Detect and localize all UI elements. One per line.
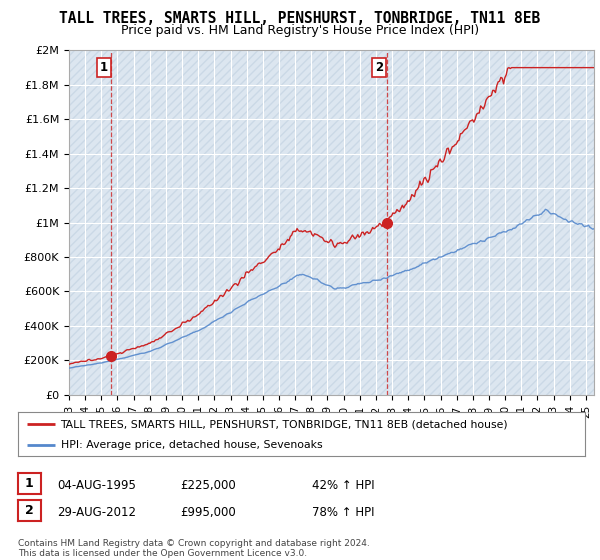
Text: 29-AUG-2012: 29-AUG-2012	[57, 506, 136, 519]
Text: 78% ↑ HPI: 78% ↑ HPI	[312, 506, 374, 519]
Text: 1: 1	[100, 60, 107, 74]
Text: 04-AUG-1995: 04-AUG-1995	[57, 479, 136, 492]
Text: 1: 1	[25, 477, 34, 490]
Text: Contains HM Land Registry data © Crown copyright and database right 2024.
This d: Contains HM Land Registry data © Crown c…	[18, 539, 370, 558]
Text: HPI: Average price, detached house, Sevenoaks: HPI: Average price, detached house, Seve…	[61, 440, 322, 450]
Text: £225,000: £225,000	[180, 479, 236, 492]
Text: £995,000: £995,000	[180, 506, 236, 519]
Text: TALL TREES, SMARTS HILL, PENSHURST, TONBRIDGE, TN11 8EB (detached house): TALL TREES, SMARTS HILL, PENSHURST, TONB…	[61, 419, 508, 429]
Text: Price paid vs. HM Land Registry's House Price Index (HPI): Price paid vs. HM Land Registry's House …	[121, 24, 479, 36]
Text: 42% ↑ HPI: 42% ↑ HPI	[312, 479, 374, 492]
Text: TALL TREES, SMARTS HILL, PENSHURST, TONBRIDGE, TN11 8EB: TALL TREES, SMARTS HILL, PENSHURST, TONB…	[59, 11, 541, 26]
Text: 2: 2	[375, 60, 383, 74]
Text: 2: 2	[25, 503, 34, 517]
